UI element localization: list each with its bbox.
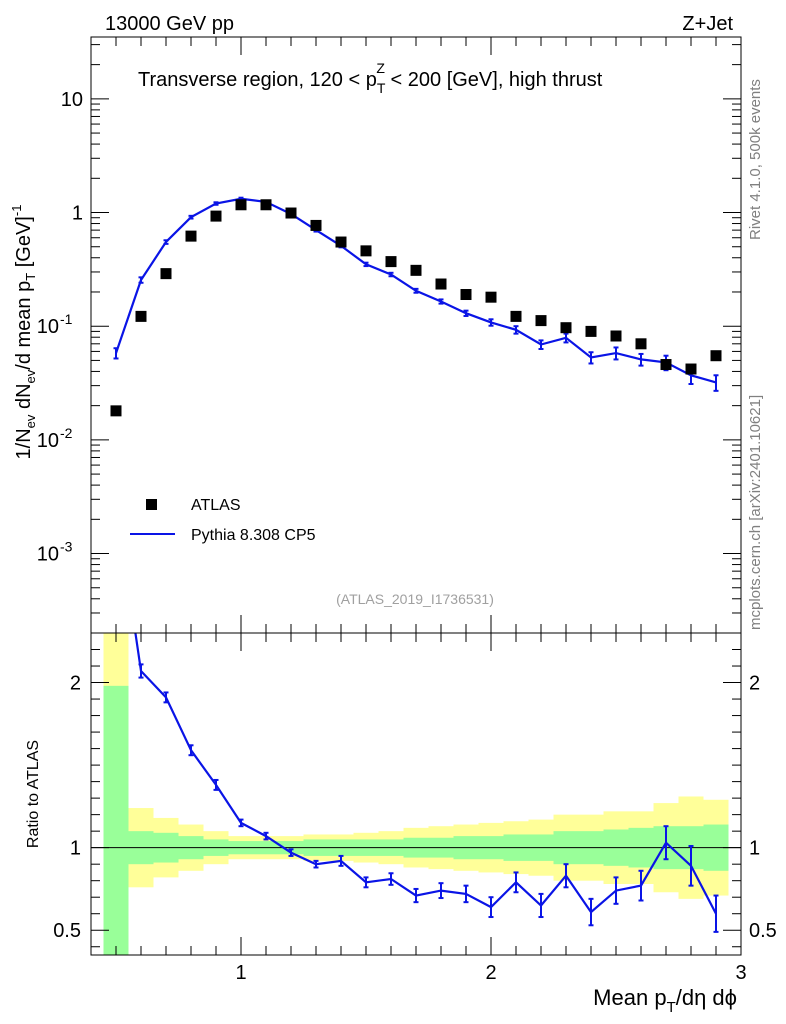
ratio-plot-panel: 0.5 0.5 1 1 2 2 1 2 3 Ratio to ATLAS Mean pT/dη … [25,632,777,1016]
atlas-data-point [610,330,622,342]
atlas-data-point [285,207,297,219]
x-tick-label: 1 [235,962,246,984]
header-left: 13000 GeV pp [105,13,234,35]
atlas-data-point [360,245,372,257]
rivet-label: Rivet 4.1.0, 500k events [747,79,764,240]
main-ylabel: 1/Nev dNev/d mean pT [GeV]-1 [9,205,38,460]
atlas-data-point [435,278,447,290]
uncertainty-band-inner [103,685,129,955]
atlas-data-point [535,315,547,327]
y-tick-label: 10 [37,316,59,338]
atlas-data-point [710,350,722,362]
atlas-data-point [235,199,247,211]
atlas-data-point [485,291,497,303]
atlas-data-point [660,359,672,371]
x-tick-label: 3 [735,962,746,984]
atlas-data-point [160,268,172,280]
ratio-y-tick-label-right: 0.5 [749,920,777,942]
atlas-data-point [185,230,197,242]
header-right: Z+Jet [682,13,733,35]
ratio-ylabel: Ratio to ATLAS [25,740,42,848]
ratio-series-group [134,633,719,933]
atlas-data-point [110,405,122,417]
ratio-y-tick-label-right: 2 [749,673,760,695]
legend: ATLAS Pythia 8.308 CP5 [130,497,316,544]
ratio-y-tick-label-right: 1 [749,838,760,860]
ratio-y-tick-label-left: 0.5 [53,920,81,942]
y-tick-exponent: -3 [60,539,73,555]
y-tick-label: 10 [37,544,59,566]
legend-atlas-marker [146,499,157,510]
atlas-data-point [385,256,397,268]
atlas-data-point [585,325,597,337]
y-tick-label: 1 [72,203,83,225]
ratio-y-tick-label-left: 1 [70,838,81,860]
ratio-frame [90,632,742,956]
atlas-data-point [635,338,647,350]
atlas-data-point [335,236,347,248]
legend-atlas-label: ATLAS [191,497,241,514]
x-axis-label: Mean pT/dη dϕ [593,985,737,1016]
analysis-watermark: (ATLAS_2019_I1736531) [336,591,494,607]
y-tick-label: 10 [61,89,83,111]
atlas-data-point [460,289,472,301]
ratio-y-tick-label-left: 2 [70,673,81,695]
y-tick-label: 10 [37,430,59,452]
mcplots-label: mcplots.cern.ch [arXiv:2401.10621] [747,395,764,630]
x-tick-label: 2 [485,962,496,984]
atlas-data-point [560,322,572,334]
atlas-data-point [135,310,147,322]
atlas-data-point [260,199,272,211]
atlas-data-point [510,310,522,322]
legend-pythia-label: Pythia 8.308 CP5 [191,527,316,544]
atlas-data-point [310,219,322,231]
y-tick-exponent: -2 [60,425,73,441]
atlas-data-point [210,210,222,222]
atlas-data-point [410,264,422,276]
y-tick-exponent: -1 [60,311,73,327]
atlas-data-point [685,363,697,375]
plot-title: Transverse region, 120 < pTZ < 200 [GeV]… [138,60,603,96]
